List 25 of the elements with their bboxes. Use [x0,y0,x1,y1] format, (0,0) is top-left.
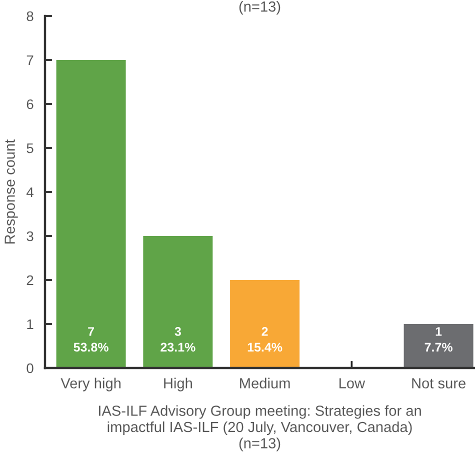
bar [143,236,213,368]
y-tick-label: 5 [26,143,34,154]
bar [230,280,300,368]
x-tick-label: High [164,378,192,392]
x-tick-label: Medium [240,378,290,388]
data-label: 1 7.7% [424,327,452,352]
bar [56,60,126,368]
data-label: 2 15.4% [248,327,282,352]
y-tick-label: 1 [27,319,34,330]
bar [404,324,474,368]
data-label: 3 23.1% [160,327,196,352]
x-tick-label: Low [340,378,366,388]
y-tick-label: 8 [26,11,34,22]
x-tick-label: Very high [60,378,121,392]
x-axis-title: IAS-ILF Advisory Group meeting: Strategies for an impactful IAS-ILF (20 July, Vancouver, Canada) (n=13) [99,405,421,452]
data-label: 7 53.8% [74,327,108,352]
text: (n=13) [239,1,280,15]
y-tick-label: 6 [26,99,34,110]
y-tick-label: 2 [26,275,34,286]
y-tick-label: 4 [26,187,34,198]
y-tick-label: 0 [26,363,34,374]
y-tick-label: 7 [26,55,34,66]
y-tick-label: 3 [26,231,34,242]
y-axis-title: Response count [4,139,18,244]
x-tick-label: Not sure [412,378,466,388]
